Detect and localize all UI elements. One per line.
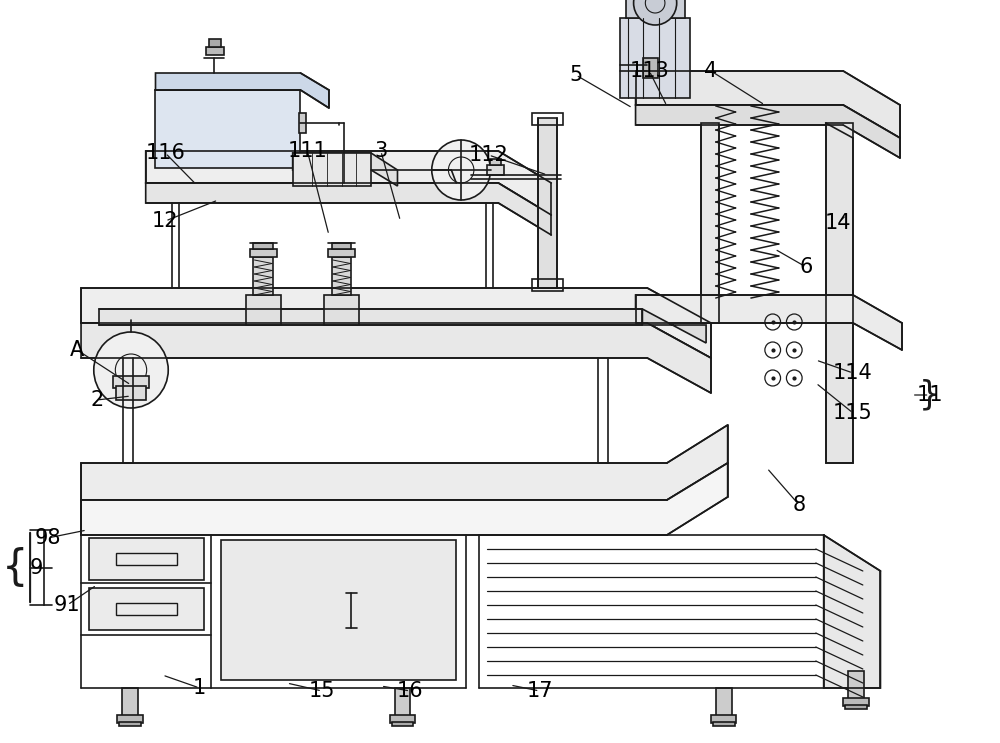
Text: 14: 14 (825, 213, 852, 233)
Bar (328, 249, 355, 257)
Text: 114: 114 (833, 363, 873, 383)
Bar (643, 58, 658, 78)
Text: 17: 17 (526, 681, 553, 701)
Text: 115: 115 (833, 403, 873, 423)
Polygon shape (146, 183, 551, 235)
Bar (701, 123, 719, 323)
Bar (716, 688, 732, 716)
Text: }: } (919, 378, 940, 412)
Circle shape (94, 332, 168, 408)
Bar (843, 698, 869, 706)
Text: 113: 113 (629, 61, 669, 81)
Bar (826, 123, 853, 463)
Bar (390, 715, 415, 723)
Bar (155, 90, 300, 168)
Text: 112: 112 (469, 145, 508, 165)
Bar (392, 722, 413, 726)
Bar (711, 715, 736, 723)
Polygon shape (81, 425, 728, 500)
Text: A: A (70, 340, 84, 360)
Bar (532, 279, 563, 291)
Bar (221, 540, 456, 680)
Bar (126, 313, 136, 321)
Circle shape (432, 140, 491, 200)
Polygon shape (636, 105, 900, 158)
Bar (253, 243, 273, 249)
Bar (117, 715, 143, 723)
Text: 8: 8 (793, 495, 806, 515)
Bar (89, 588, 204, 630)
Bar (89, 538, 204, 580)
Polygon shape (636, 295, 902, 350)
Bar (253, 257, 273, 295)
Bar (332, 257, 351, 295)
Text: 15: 15 (309, 681, 335, 701)
Bar (324, 295, 359, 325)
Bar (293, 153, 371, 186)
Text: 5: 5 (569, 65, 582, 85)
Bar (848, 671, 864, 699)
Text: 98: 98 (34, 528, 61, 548)
Text: 12: 12 (152, 211, 179, 231)
Polygon shape (824, 535, 880, 688)
Bar (250, 249, 277, 257)
Text: {: { (2, 547, 28, 589)
Text: 3: 3 (374, 141, 387, 161)
Polygon shape (636, 71, 900, 138)
Bar (122, 688, 138, 716)
Bar (713, 722, 735, 726)
Bar (113, 376, 149, 388)
Bar (206, 47, 224, 55)
Bar (246, 295, 281, 325)
Bar (99, 309, 642, 325)
Polygon shape (155, 73, 329, 108)
Bar (116, 386, 146, 400)
Text: 91: 91 (54, 595, 81, 615)
Bar (116, 553, 177, 565)
Bar (299, 113, 306, 133)
Text: 2: 2 (90, 390, 103, 410)
Bar (332, 243, 351, 249)
Text: 4: 4 (704, 61, 718, 81)
Text: 16: 16 (397, 681, 424, 701)
Text: 1: 1 (193, 678, 206, 698)
Polygon shape (81, 323, 711, 393)
Bar (209, 39, 221, 47)
Polygon shape (293, 153, 397, 186)
Bar (538, 118, 557, 288)
Circle shape (634, 0, 677, 25)
Text: 9: 9 (29, 558, 43, 578)
Bar (116, 603, 177, 615)
Bar (490, 159, 501, 165)
Bar (845, 705, 867, 709)
Text: 116: 116 (145, 143, 185, 163)
Text: 111: 111 (287, 141, 327, 161)
Bar (487, 165, 504, 175)
Polygon shape (81, 463, 728, 535)
Bar (119, 722, 141, 726)
Polygon shape (642, 309, 706, 343)
Bar (532, 113, 563, 125)
Bar (620, 18, 690, 98)
Bar (395, 688, 410, 716)
Polygon shape (146, 151, 551, 215)
Text: 6: 6 (799, 257, 813, 277)
Text: 11: 11 (916, 385, 943, 405)
Bar (626, 0, 685, 18)
Polygon shape (81, 288, 711, 358)
